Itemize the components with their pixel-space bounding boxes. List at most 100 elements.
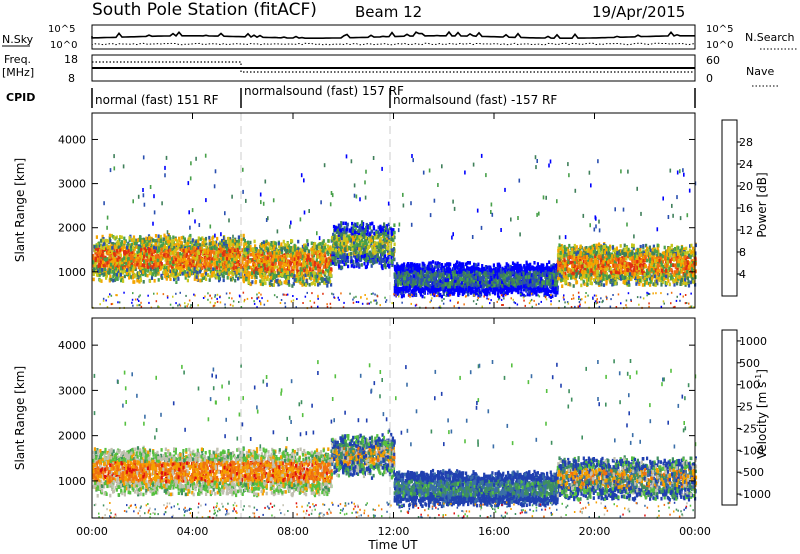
power-echo-cell bbox=[116, 249, 118, 253]
power-echo-cell bbox=[149, 272, 151, 276]
power-echo-cell bbox=[299, 281, 301, 285]
power-echo-cell bbox=[195, 252, 197, 256]
power-echo-cell bbox=[347, 259, 349, 263]
power-echo-cell bbox=[243, 280, 245, 284]
power-echo-cell bbox=[115, 267, 117, 271]
power-echo-cell bbox=[98, 263, 100, 267]
power-echo-cell bbox=[135, 257, 137, 261]
power-echo-cell bbox=[147, 265, 149, 269]
power-echo-cell bbox=[327, 245, 329, 249]
power-echo-cell bbox=[134, 242, 136, 246]
power-echo-cell bbox=[155, 242, 157, 246]
power-echo-cell bbox=[216, 237, 218, 241]
power-echo-cell bbox=[216, 247, 218, 251]
power-echo-cell bbox=[317, 283, 319, 287]
power-echo-cell bbox=[335, 243, 337, 247]
power-echo-cell bbox=[393, 258, 395, 262]
power-echo-cell bbox=[95, 245, 97, 249]
power-echo-cell bbox=[269, 246, 271, 250]
power-echo-cell bbox=[97, 248, 99, 252]
power-echo-cell bbox=[169, 248, 171, 252]
power-echo-cell bbox=[101, 268, 103, 272]
nsearch-tick-top: 10^5 bbox=[706, 24, 733, 35]
power-echo-cell bbox=[185, 274, 187, 278]
power-echo-cell bbox=[330, 274, 332, 278]
power-echo-cell bbox=[266, 268, 268, 272]
power-echo-cell bbox=[163, 270, 165, 274]
power-echo-cell bbox=[371, 230, 373, 234]
power-echo-cell bbox=[119, 248, 121, 252]
power-echo-cell bbox=[251, 280, 253, 284]
power-echo-cell bbox=[169, 240, 171, 244]
power-echo-cell bbox=[289, 246, 291, 250]
power-echo-cell bbox=[324, 271, 326, 275]
power-echo-cell bbox=[307, 255, 309, 259]
power-echo-cell bbox=[184, 270, 186, 274]
power-echo-cell bbox=[121, 258, 123, 262]
power-echo-cell bbox=[299, 267, 301, 271]
power-echo-cell bbox=[197, 250, 199, 254]
power-echo-cell bbox=[235, 266, 237, 270]
power-echo-cell bbox=[258, 255, 260, 259]
power-echo-cell bbox=[215, 251, 217, 255]
power-echo-cell bbox=[367, 262, 369, 266]
power-echo-cell bbox=[181, 249, 183, 253]
power-echo-cell bbox=[377, 253, 379, 257]
power-echo-cell bbox=[209, 239, 211, 243]
power-echo-cell bbox=[223, 265, 225, 269]
power-echo-cell bbox=[189, 273, 191, 277]
power-echo-cell bbox=[299, 277, 301, 281]
power-echo-cell bbox=[259, 260, 261, 264]
power-echo-cell bbox=[374, 236, 376, 240]
power-echo-cell bbox=[302, 264, 304, 268]
power-echo-cell bbox=[296, 266, 298, 270]
power-echo-cell bbox=[338, 264, 340, 268]
power-echo-cell bbox=[116, 243, 118, 247]
power-echo-cell bbox=[110, 263, 112, 267]
power-echo-cell bbox=[277, 271, 279, 275]
power-echo-cell bbox=[93, 272, 95, 276]
power-echo-cell bbox=[112, 257, 114, 261]
power-echo-cell bbox=[287, 259, 289, 263]
power-echo-cell bbox=[171, 239, 173, 243]
power-echo-cell bbox=[309, 283, 311, 287]
power-echo-cell bbox=[158, 249, 160, 253]
power-echo-cell bbox=[307, 243, 309, 247]
power-echo-cell bbox=[362, 226, 364, 230]
power-echo-cell bbox=[296, 273, 298, 277]
power-echo-cell bbox=[245, 273, 247, 277]
power-echo-cell bbox=[304, 263, 306, 267]
power-echo-cell bbox=[183, 265, 185, 269]
power-echo-cell bbox=[362, 243, 364, 247]
power-echo-cell bbox=[384, 238, 386, 242]
power-echo-cell bbox=[148, 250, 150, 254]
power-echo-cell bbox=[268, 262, 270, 266]
power-echo-cell bbox=[214, 255, 216, 259]
power-echo-cell bbox=[98, 252, 100, 256]
power-echo-cell bbox=[188, 237, 190, 241]
power-echo-cell bbox=[354, 231, 356, 235]
power-echo-cell bbox=[294, 278, 296, 282]
power-echo-cell bbox=[133, 258, 135, 262]
power-echo-cell bbox=[322, 248, 324, 252]
nsky-strip: N.Sky 10^5 10^0 10^5 10^0 N.Search bbox=[2, 24, 798, 51]
power-echo-cell bbox=[198, 236, 200, 240]
power-echo-cell bbox=[255, 248, 257, 252]
power-echo-cell bbox=[160, 266, 162, 270]
power-echo-cell bbox=[158, 234, 160, 238]
power-echo-cell bbox=[199, 279, 201, 283]
beam-label: Beam 12 bbox=[355, 3, 422, 21]
power-echo-cell bbox=[267, 242, 269, 246]
power-echo-cell bbox=[373, 261, 375, 265]
power-echo-cell bbox=[285, 263, 287, 267]
power-echo-cell bbox=[229, 271, 231, 275]
power-echo-cell bbox=[351, 248, 353, 252]
power-echo-cell bbox=[164, 275, 166, 279]
power-echo-cell bbox=[132, 238, 134, 242]
power-echo-cell bbox=[351, 264, 353, 268]
power-echo-cell bbox=[151, 265, 153, 269]
power-echo-cell bbox=[366, 249, 368, 253]
nave-tick-top: 60 bbox=[706, 54, 720, 67]
power-echo-cell bbox=[237, 248, 239, 252]
power-echo-cell bbox=[280, 272, 282, 276]
